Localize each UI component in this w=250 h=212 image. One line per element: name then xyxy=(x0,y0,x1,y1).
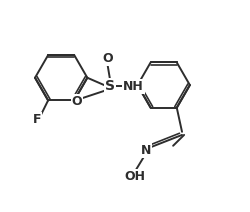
Text: F: F xyxy=(32,113,41,126)
Text: O: O xyxy=(102,52,113,66)
Text: N: N xyxy=(141,145,151,158)
Text: NH: NH xyxy=(123,80,144,93)
Text: OH: OH xyxy=(124,170,145,183)
Text: O: O xyxy=(72,95,82,108)
Text: S: S xyxy=(105,79,115,93)
